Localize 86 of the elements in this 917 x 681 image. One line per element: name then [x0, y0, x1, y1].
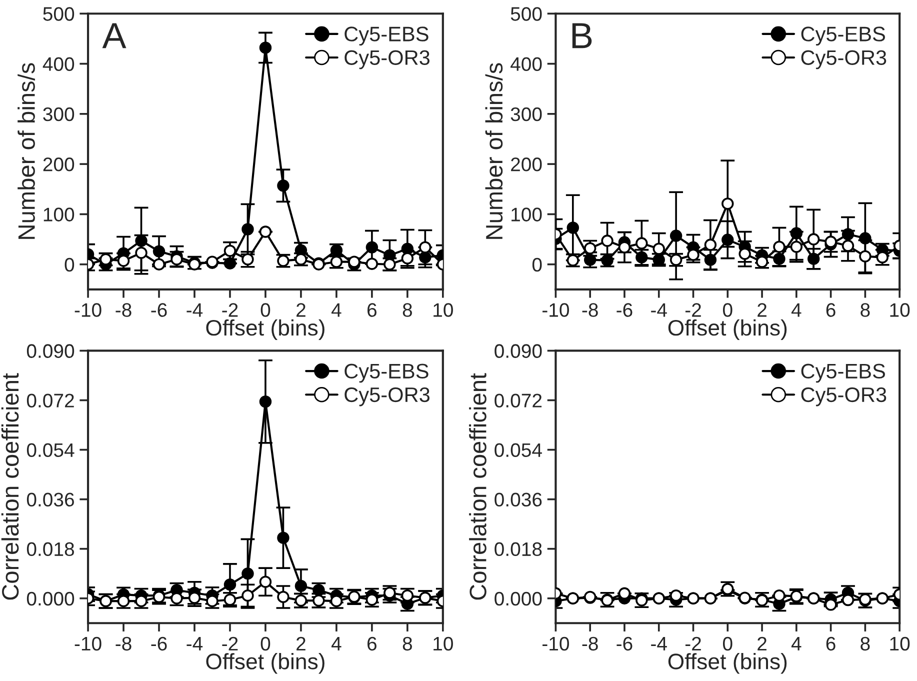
x-tick-label: -2 — [685, 636, 701, 650]
y-tick-label: 300 — [43, 107, 74, 122]
x-tick-label: -4 — [186, 637, 203, 650]
y-tick-label: 0.036 — [494, 492, 542, 507]
x-tick-label: 4 — [791, 637, 802, 650]
x-tick-label: -8 — [582, 303, 598, 317]
y-tick-label: 200 — [511, 158, 542, 172]
y-tick-label: 0.090 — [494, 344, 542, 358]
y-tick-label: 300 — [510, 107, 542, 122]
y-tick-label: 0.000 — [494, 592, 542, 606]
y-tick-label: 500 — [510, 7, 542, 21]
legend-label: Cy5-OR3 — [801, 387, 886, 406]
x-tick-label: 8 — [860, 303, 870, 317]
x-tick-label: 2 — [296, 636, 306, 650]
x-tick-label: 6 — [368, 303, 376, 317]
x-tick-label: -6 — [151, 636, 167, 651]
y-tick-label: 0.072 — [494, 394, 542, 408]
x-tick-label: 0 — [260, 303, 270, 317]
legend-label: Cy5-OR3 — [344, 387, 430, 406]
x-tick-label: 8 — [860, 636, 870, 651]
x-axis-title: Offset (bins) — [206, 319, 324, 340]
x-tick-label: -10 — [74, 636, 102, 651]
x-tick-label: 10 — [890, 303, 910, 317]
x-tick-label: -2 — [685, 303, 701, 317]
y-tick-label: 100 — [44, 208, 74, 222]
x-tick-label: 4 — [331, 303, 342, 317]
x-tick-label: 2 — [758, 636, 766, 650]
x-tick-label: -6 — [616, 636, 632, 651]
x-tick-label: -8 — [116, 303, 132, 317]
y-axis-title: Number of bins/s — [18, 63, 35, 239]
x-axis-title: Offset (bins) — [668, 319, 787, 340]
y-axis-title: Correlation coefficient — [1, 373, 19, 600]
x-tick-label: -4 — [186, 303, 203, 317]
x-tick-label: -6 — [616, 303, 632, 317]
x-tick-label: 0 — [722, 636, 732, 651]
x-tick-label: -10 — [74, 303, 102, 317]
y-tick-label: 0.000 — [26, 592, 74, 606]
legend-label: Cy5-OR3 — [344, 50, 430, 70]
x-tick-label: 6 — [826, 636, 836, 651]
x-tick-label: -10 — [542, 636, 569, 651]
y-tick-label: 0.072 — [26, 394, 74, 408]
annotation: B — [572, 23, 592, 48]
y-tick-label: 0.036 — [26, 492, 74, 507]
x-tick-label: 6 — [826, 303, 836, 317]
legend-label: Cy5-EBS — [344, 364, 428, 383]
x-tick-label: -4 — [651, 637, 667, 650]
x-tick-label: -6 — [151, 303, 167, 317]
y-tick-label: 0.054 — [494, 443, 542, 458]
y-tick-label: 0.018 — [26, 542, 74, 556]
x-tick-label: -2 — [222, 636, 238, 650]
x-tick-label: 4 — [791, 303, 802, 317]
x-tick-label: 2 — [758, 303, 766, 317]
annotation: A — [102, 23, 126, 48]
y-tick-label: 0.018 — [494, 542, 542, 556]
x-axis-title: Offset (bins) — [206, 653, 324, 674]
x-tick-label: 10 — [434, 303, 453, 317]
y-axis-title: Correlation coefficient — [469, 373, 486, 600]
x-tick-label: 10 — [890, 636, 910, 651]
y-tick-label: 0.054 — [26, 443, 74, 458]
x-tick-label: 0 — [260, 636, 270, 651]
y-tick-label: 100 — [512, 208, 542, 222]
y-tick-label: 200 — [43, 158, 74, 172]
x-tick-label: -2 — [222, 303, 238, 317]
y-axis-title: Number of bins/s — [485, 63, 503, 239]
x-tick-label: 10 — [434, 636, 453, 651]
y-tick-label: 400 — [42, 57, 74, 72]
x-tick-label: -10 — [542, 303, 569, 317]
x-tick-label: 0 — [722, 303, 732, 317]
y-tick-label: 0 — [64, 258, 74, 272]
x-tick-label: 8 — [402, 636, 412, 651]
x-tick-label: -8 — [582, 636, 598, 651]
x-axis-title: Offset (bins) — [668, 653, 787, 674]
y-tick-label: 500 — [43, 7, 74, 21]
legend-label: Cy5-EBS — [801, 364, 885, 383]
x-tick-label: 8 — [402, 303, 412, 317]
legend-label: Cy5-OR3 — [801, 50, 886, 70]
legend-label: Cy5-EBS — [344, 26, 428, 46]
x-tick-label: -8 — [116, 636, 132, 651]
x-tick-label: 2 — [296, 303, 306, 317]
x-tick-label: 4 — [331, 637, 342, 650]
y-tick-label: 0.090 — [26, 344, 74, 358]
x-tick-label: 6 — [368, 636, 376, 651]
legend-label: Cy5-EBS — [801, 26, 885, 46]
y-tick-label: 0 — [532, 258, 542, 272]
y-tick-label: 400 — [510, 57, 542, 72]
x-tick-label: -4 — [651, 303, 667, 317]
